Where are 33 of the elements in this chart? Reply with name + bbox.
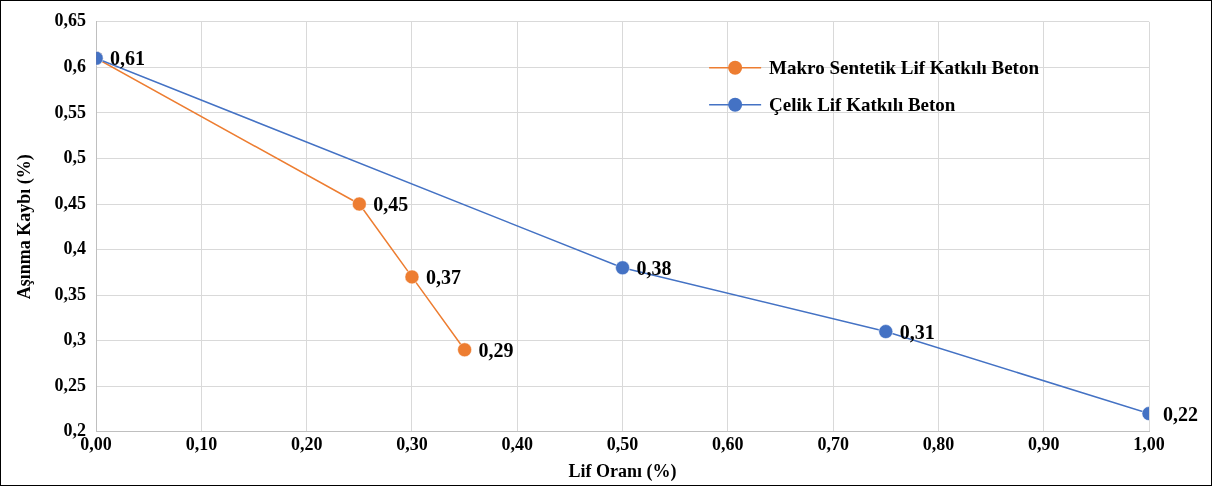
legend-label: Çelik Lif Katkılı Beton xyxy=(769,93,956,115)
y-tick-label: 0,4 xyxy=(63,238,87,259)
y-tick-label: 0,35 xyxy=(54,283,87,304)
point xyxy=(404,269,420,285)
y-tick-label: 0,65 xyxy=(54,10,87,31)
y-tick-label: 0,55 xyxy=(54,101,87,122)
y-tick-label: 0,6 xyxy=(63,56,87,77)
point xyxy=(352,196,367,212)
data-label: 0,45 xyxy=(373,193,409,216)
x-tick-label: 0,40 xyxy=(501,434,534,455)
x-tick-label: 1,00 xyxy=(1133,434,1165,455)
y-tick-label: 0,25 xyxy=(54,374,87,395)
x-axis-title: Lif Oranı (%) xyxy=(568,460,677,482)
x-tick-label: 0,20 xyxy=(290,434,323,455)
y-axis-title: Aşınma Kaybı (%) xyxy=(14,154,36,300)
x-tick-label: 0,90 xyxy=(1027,434,1060,455)
data-label: 0,22 xyxy=(1163,402,1198,425)
point xyxy=(457,342,472,358)
x-tick-label: 0,70 xyxy=(817,434,849,455)
x-tick-label: 0,80 xyxy=(922,434,955,455)
y-tick-label: 0,45 xyxy=(54,192,87,213)
data-label: 0,38 xyxy=(636,256,672,279)
data-label: 0,61 xyxy=(110,47,146,70)
y-tick-label: 0,3 xyxy=(63,329,87,350)
data-label: 0,37 xyxy=(425,266,461,289)
x-tick-label: 0,10 xyxy=(185,434,218,455)
data-label: 0,29 xyxy=(478,338,514,361)
legend-label: Makro Sentetik Lif Katkılı Beton xyxy=(769,56,1040,78)
y-tick-label: 0,5 xyxy=(63,147,87,168)
data-label: 0,31 xyxy=(899,320,935,343)
x-tick-label: 0,30 xyxy=(396,434,428,455)
x-tick-label: 0,60 xyxy=(712,434,744,455)
x-tick-label: 0,50 xyxy=(606,434,639,455)
